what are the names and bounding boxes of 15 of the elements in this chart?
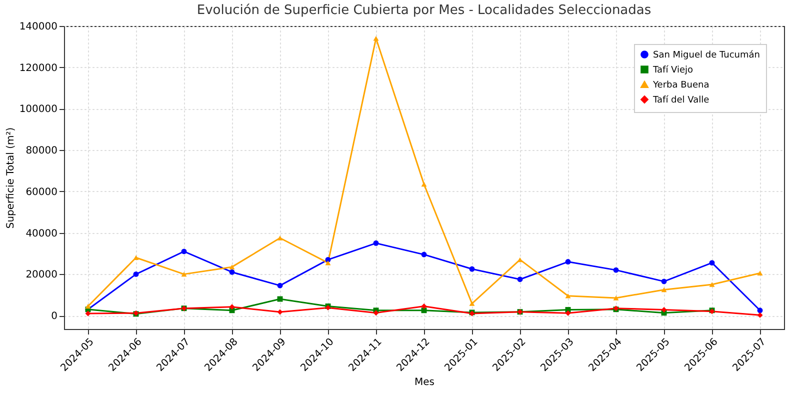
- chart-title: Evolución de Superficie Cubierta por Mes - Localidades Seleccionadas: [196, 3, 652, 18]
- y-axis-title: Superficie Total (m²): [5, 127, 16, 229]
- x-axis-title: Mes: [414, 377, 434, 388]
- y-tick-label: 80000: [26, 146, 58, 157]
- y-tick-label: 40000: [26, 228, 58, 240]
- legend-label: Tafí Viejo: [652, 64, 694, 76]
- y-tick-label: 20000: [26, 270, 58, 281]
- y-tick-label: 140000: [19, 22, 58, 32]
- legend-label: San Miguel de Tucumán: [653, 50, 760, 60]
- y-tick-label: 120000: [19, 62, 58, 74]
- y-tick-label: 0: [51, 311, 58, 322]
- legend-label: Yerba Buena: [652, 80, 710, 90]
- legend-label: Tafí del Valle: [652, 94, 710, 106]
- y-tick-label: 100000: [19, 104, 58, 116]
- y-tick-label: 60000: [26, 186, 58, 198]
